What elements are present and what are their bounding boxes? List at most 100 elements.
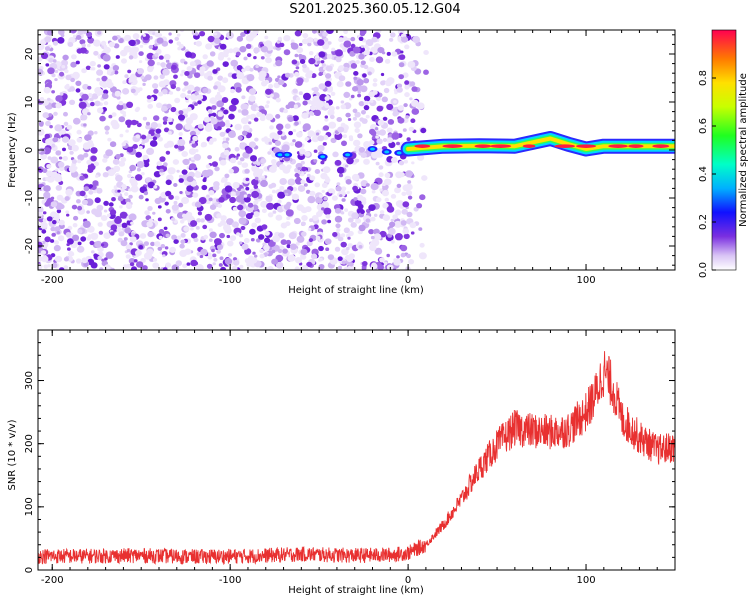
noise-blob xyxy=(97,64,101,68)
noise-blob xyxy=(135,174,143,181)
noise-blob xyxy=(125,254,131,259)
noise-blob xyxy=(182,158,190,166)
noise-blob xyxy=(350,43,356,49)
noise-blob xyxy=(316,60,321,64)
noise-blob xyxy=(402,72,409,78)
noise-blob xyxy=(73,215,79,221)
noise-blob xyxy=(196,94,204,101)
noise-blob xyxy=(218,121,226,128)
noise-blob xyxy=(178,202,184,208)
noise-blob xyxy=(396,255,400,259)
noise-blob xyxy=(67,42,74,47)
noise-blob xyxy=(122,88,130,95)
noise-blob xyxy=(184,71,190,76)
noise-blob xyxy=(58,219,65,226)
noise-blob xyxy=(118,100,124,106)
noise-blob xyxy=(229,235,237,241)
noise-blob xyxy=(165,150,171,155)
noise-blob xyxy=(390,218,394,222)
noise-blob xyxy=(234,147,240,152)
noise-blob xyxy=(44,133,50,139)
noise-blob xyxy=(240,103,249,111)
noise-blob xyxy=(158,55,164,60)
noise-blob xyxy=(178,132,183,136)
noise-blob xyxy=(183,61,188,65)
noise-blob xyxy=(194,32,199,36)
noise-blob xyxy=(410,118,416,123)
noise-blob xyxy=(346,255,354,263)
noise-blob xyxy=(285,209,294,217)
noise-blob xyxy=(38,68,44,76)
noise-blob xyxy=(374,127,379,131)
noise-blob xyxy=(294,141,303,148)
noise-blob xyxy=(161,40,169,47)
x-tick-label: -200 xyxy=(41,275,64,286)
noise-blob xyxy=(317,135,325,142)
signal-peak xyxy=(442,144,463,148)
noise-blob xyxy=(318,238,324,243)
noise-blob xyxy=(321,189,325,193)
noise-blob xyxy=(126,248,131,253)
noise-blob xyxy=(143,252,153,260)
noise-blob xyxy=(342,187,347,190)
noise-blob xyxy=(411,161,415,165)
noise-blob xyxy=(354,111,361,118)
noise-blob xyxy=(214,166,220,172)
noise-blob xyxy=(291,186,298,192)
noise-blob xyxy=(71,54,77,60)
noise-blob xyxy=(272,133,280,140)
noise-blob xyxy=(51,143,56,148)
noise-blob xyxy=(146,221,153,228)
noise-blob xyxy=(208,252,212,256)
noise-blob xyxy=(375,197,382,203)
noise-blob xyxy=(306,261,313,268)
noise-blob xyxy=(90,147,98,154)
noise-blob xyxy=(62,147,66,152)
noise-blob xyxy=(261,175,265,179)
noise-blob xyxy=(148,44,154,50)
noise-blob xyxy=(211,105,217,110)
noise-blob xyxy=(136,167,141,172)
snr-ticks: -200 -100 0 100 0 100 200 300 xyxy=(24,329,676,586)
noise-blob xyxy=(400,50,404,54)
noise-blob xyxy=(178,174,183,179)
noise-blob xyxy=(178,110,184,115)
noise-blob xyxy=(360,209,365,214)
noise-blob xyxy=(257,168,264,174)
noise-blob xyxy=(277,191,286,199)
noise-blob xyxy=(71,159,77,164)
noise-blob xyxy=(140,75,145,80)
noise-blob xyxy=(53,213,60,219)
noise-blob xyxy=(384,197,389,202)
noise-blob xyxy=(123,264,128,269)
noise-blob xyxy=(107,169,116,177)
noise-blob xyxy=(178,178,184,183)
noise-blob xyxy=(195,264,204,270)
noise-blob xyxy=(260,113,266,119)
noise-blob xyxy=(386,253,391,258)
noise-blob xyxy=(308,51,314,56)
noise-blob xyxy=(419,242,425,248)
noise-blob xyxy=(218,263,223,267)
noise-blob xyxy=(202,224,208,230)
noise-blob xyxy=(237,204,244,211)
ridge-core xyxy=(396,151,402,155)
noise-blob xyxy=(275,261,284,269)
noise-blob xyxy=(115,174,123,182)
noise-blob xyxy=(315,132,320,136)
noise-blob xyxy=(121,184,127,189)
noise-blob xyxy=(184,248,192,255)
noise-blob xyxy=(200,248,208,256)
ridge-core xyxy=(284,153,290,157)
noise-blob xyxy=(229,157,237,164)
noise-blob xyxy=(202,54,208,60)
noise-blob xyxy=(163,79,170,86)
noise-blob xyxy=(308,238,314,243)
noise-blob xyxy=(318,51,326,58)
noise-blob xyxy=(146,95,152,100)
noise-blob xyxy=(68,139,76,147)
noise-blob xyxy=(70,252,75,256)
noise-blob xyxy=(298,42,303,47)
noise-blob xyxy=(82,83,89,90)
noise-blob xyxy=(372,241,378,246)
